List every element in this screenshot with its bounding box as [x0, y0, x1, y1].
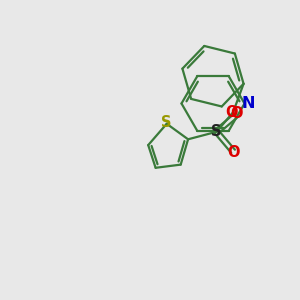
Text: O: O — [225, 105, 238, 120]
Text: O: O — [227, 145, 239, 160]
Text: S: S — [211, 124, 222, 139]
Text: S: S — [161, 115, 172, 130]
Text: N: N — [241, 96, 255, 111]
Text: O: O — [230, 106, 242, 121]
